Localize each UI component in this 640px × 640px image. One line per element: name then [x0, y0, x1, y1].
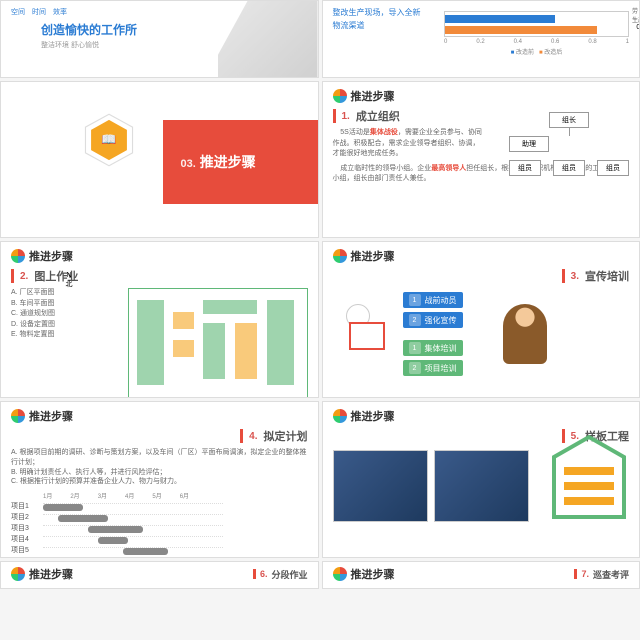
gantt-row: 项目2: [11, 512, 308, 522]
badge: 2强化宣传: [403, 312, 463, 328]
step-num: 2.: [20, 271, 28, 282]
slide-grid: 空间 时间 效率 创造愉快的工作所 整洁环境 舒心愉悦 整改生产现场，导入全新 …: [0, 0, 640, 589]
legend-after: 改造后: [544, 50, 562, 56]
tick: 0.4: [514, 39, 522, 45]
step-title: 巡查考评: [593, 568, 629, 581]
improve-line2: 物流渠道: [333, 21, 365, 30]
slide-step3: 推进步骤 3. 宣传培训 1战前动员 2强化宣传 1集体培训 2项目培训: [322, 241, 640, 398]
bullet: A. 根据项目前期的调研、诊断与策划方案，以及车间（厂区）平面布局调演，拟定企业…: [11, 448, 308, 468]
slide-step4: 推进步骤 4. 拟定计划 A. 根据项目前期的调研、诊断与策划方案，以及车间（厂区…: [0, 401, 319, 558]
org-leaf: 组员: [553, 160, 585, 176]
body: 5S活动是: [340, 129, 370, 136]
bullet: B. 明确计划责任人、执行人等，并进行风险评估；: [11, 468, 308, 478]
bar-chart: 0.83 劳 动 生产率 0 0.2 0.4 0.6 0.8 1 ■ 改造前 ■…: [444, 11, 629, 66]
badge: 1战前动员: [403, 292, 463, 308]
hl: 最高领导人: [431, 165, 466, 172]
org-leaf: 组员: [509, 160, 541, 176]
header: 推进步骤: [29, 566, 73, 582]
header: 推进步骤: [351, 566, 395, 582]
slide-intro: 空间 时间 效率 创造愉快的工作所 整洁环境 舒心愉悦: [0, 0, 319, 78]
photo: [333, 450, 428, 522]
tick: 0: [444, 39, 447, 45]
badge: 2项目培训: [403, 360, 463, 376]
step-title: 分段作业: [271, 568, 307, 581]
gh: 2月: [70, 491, 79, 500]
header: 推进步骤: [351, 408, 395, 424]
shed-graphic: [549, 432, 629, 522]
gh: 5月: [152, 491, 161, 500]
step-title: 宣传培训: [585, 268, 629, 284]
logo-icon: [333, 409, 347, 423]
slide-step6: 推进步骤 6.分段作业: [0, 561, 319, 589]
gantt-chart: 项目1项目2项目3项目4项目5: [11, 501, 308, 555]
bar-value: 0.83: [636, 24, 640, 31]
slide-step7: 推进步骤 7. 巡查考评: [322, 561, 640, 589]
logo-icon: [11, 567, 25, 581]
svg-text:📖: 📖: [101, 132, 116, 146]
bullet: C. 根据推行计划的预算并准备企业人力、物力与财力。: [11, 477, 308, 487]
step-num: 1.: [342, 111, 350, 122]
org-chart: 组长 助理 组员 组员 组员: [509, 112, 629, 176]
bar-after: [445, 26, 597, 34]
gantt-row: 项目1: [11, 501, 308, 511]
compass: N 北: [66, 272, 73, 289]
tick: 0.6: [551, 39, 559, 45]
list-item: E. 物料定置图: [11, 330, 62, 341]
org-leaf: 组员: [597, 160, 629, 176]
improve-line1: 整改生产现场，导入全新: [333, 8, 421, 17]
logo-icon: [11, 249, 25, 263]
gantt-row: 项目5: [11, 545, 308, 555]
org-mid: 助理: [509, 136, 549, 152]
hex-icon: 📖: [81, 112, 137, 168]
slide-step1: 推进步骤 1.成立组织 5S活动是集体战役，需要企业全员参与、协同作战。积极配合…: [322, 81, 640, 238]
org-top: 组长: [549, 112, 589, 128]
hl: 集体战役: [370, 129, 398, 136]
tick: 0.8: [588, 39, 596, 45]
logo-icon: [11, 409, 25, 423]
y-label: 劳 动 生产率: [632, 6, 640, 24]
step-num: 3.: [571, 271, 579, 282]
badge: 1集体培训: [403, 340, 463, 356]
logo-icon: [333, 249, 347, 263]
step-title: 成立组织: [356, 108, 400, 124]
list-item: A. 厂区平面图: [11, 288, 62, 299]
header: 推进步骤: [351, 88, 395, 104]
logo-icon: [333, 89, 347, 103]
step-num: 6.: [260, 569, 268, 579]
floor-plan: [128, 288, 308, 398]
logo-icon: [333, 567, 347, 581]
photo: [434, 450, 529, 522]
list-item: C. 通道规划图: [11, 309, 62, 320]
tick: 0.2: [476, 39, 484, 45]
gantt-row: 项目3: [11, 523, 308, 533]
gh: 3月: [98, 491, 107, 500]
bar-before: [445, 15, 555, 23]
step-title: 拟定计划: [264, 428, 308, 444]
tick: 1: [626, 39, 629, 45]
list-item: D. 设备定置图: [11, 320, 62, 331]
slide-step5: 推进步骤 5.样板工程: [322, 401, 640, 558]
gh: 1月: [43, 491, 52, 500]
section-title-box: 03. 推进步骤: [163, 120, 318, 204]
step-num: 7.: [581, 569, 589, 579]
slide-section-title: 📖 03. 推进步骤: [0, 81, 319, 238]
list-item: B. 车间平面图: [11, 299, 62, 310]
mascot-presenter: [333, 304, 383, 364]
header: 推进步骤: [29, 248, 73, 264]
slide-chart: 整改生产现场，导入全新 物流渠道 0.83 劳 动 生产率 0 0.2 0.4 …: [322, 0, 640, 78]
gh: 6月: [180, 491, 189, 500]
slide-step2: 推进步骤 2.图上作业 A. 厂区平面图 B. 车间平面图 C. 通道规划图 D…: [0, 241, 319, 398]
header: 推进步骤: [29, 408, 73, 424]
step-num: 4.: [249, 431, 257, 442]
gantt-row: 项目4: [11, 534, 308, 544]
section-text: 推进步骤: [200, 154, 256, 170]
gh: 4月: [125, 491, 134, 500]
header: 推进步骤: [351, 248, 395, 264]
section-num: 03.: [181, 158, 196, 170]
body: 成立临时性的领导小组。企业: [340, 165, 431, 172]
legend-before: 改造前: [516, 50, 534, 56]
teacher-graphic: [503, 304, 547, 364]
